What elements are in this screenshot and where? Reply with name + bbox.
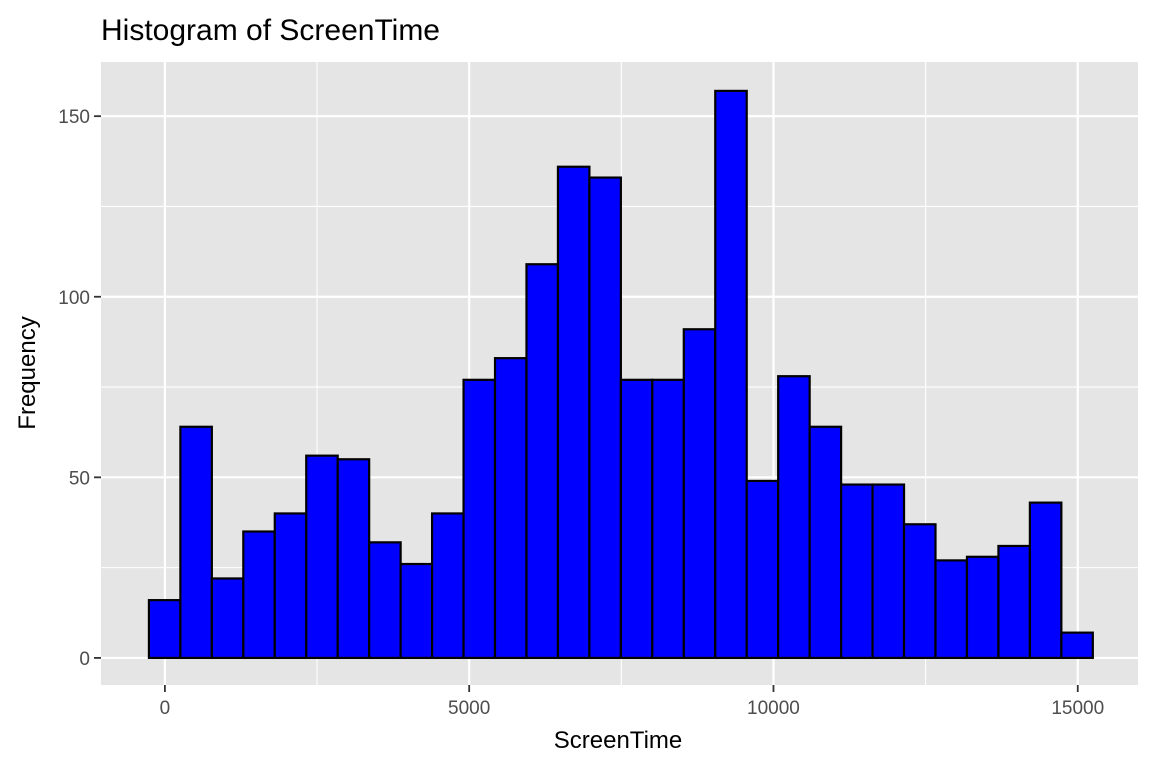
histogram-bar (682, 328, 717, 660)
y-axis-title: Frequency (14, 316, 41, 429)
histogram-bar (336, 458, 371, 660)
histogram-bar (777, 375, 811, 660)
histogram-bar (651, 378, 685, 660)
histogram-bar (493, 357, 528, 660)
histogram-bar (525, 263, 560, 660)
chart-title: Histogram of ScreenTime (101, 14, 440, 47)
x-tick-label: 15000 (1051, 698, 1104, 719)
histogram-bar (430, 512, 465, 660)
histogram-bar (997, 544, 1031, 660)
histogram-bar (619, 378, 654, 660)
histogram-bar (1028, 501, 1063, 660)
histogram-bar (179, 425, 213, 660)
histogram-bar (934, 559, 969, 660)
y-tick-label: 100 (58, 288, 90, 309)
y-tick-label: 0 (79, 649, 90, 670)
y-axis-ticks: 0 50 100 150 (58, 107, 101, 670)
x-tick-label: 10000 (747, 698, 800, 719)
x-axis-ticks: 0 5000 10000 15000 (160, 685, 1104, 719)
histogram-bar (1060, 631, 1094, 660)
y-tick-label: 150 (58, 107, 90, 128)
histogram-bar (273, 512, 308, 660)
histogram-bar (147, 599, 182, 660)
histogram-bar (871, 483, 906, 660)
histogram-bar (840, 483, 874, 660)
histogram-bar (399, 562, 434, 660)
histogram-bar (210, 577, 245, 660)
histogram-bar (808, 425, 843, 660)
histogram-bars (147, 89, 1094, 660)
histogram-bar (242, 530, 276, 660)
histogram-bar (368, 541, 402, 660)
histogram-bar (745, 479, 780, 660)
histogram-bar (714, 89, 748, 660)
histogram-bar (588, 176, 622, 660)
histogram-bar (556, 165, 591, 660)
x-axis-title: ScreenTime (554, 727, 682, 754)
y-tick-label: 50 (69, 468, 90, 489)
histogram-bar (462, 378, 497, 660)
histogram-bar (902, 523, 937, 660)
x-tick-label: 0 (160, 698, 171, 719)
histogram-bar (965, 555, 1000, 660)
x-tick-label: 5000 (448, 698, 490, 719)
histogram-bar (305, 454, 339, 660)
